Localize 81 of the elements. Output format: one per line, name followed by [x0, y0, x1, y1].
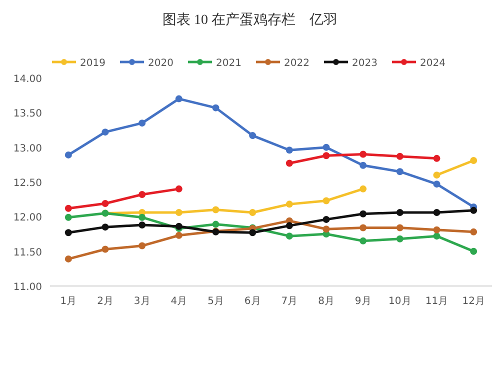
point: [102, 246, 109, 253]
x-tick-label: 5月: [208, 296, 224, 307]
point: [433, 154, 440, 162]
point: [138, 221, 146, 228]
point: [433, 172, 440, 179]
point: [286, 200, 293, 208]
point: [138, 214, 146, 221]
point: [360, 224, 367, 232]
point: [175, 232, 182, 239]
point: [396, 235, 404, 242]
y-tick-label: 12.50: [13, 178, 42, 189]
point: [286, 146, 293, 154]
point: [322, 152, 330, 160]
point: [470, 228, 478, 236]
legend-label: 2022: [284, 58, 310, 69]
point: [470, 157, 478, 164]
point: [286, 160, 293, 167]
point: [433, 180, 440, 188]
x-tick-label: 4月: [170, 296, 188, 307]
y-tick-label: 14.00: [13, 74, 42, 85]
point: [360, 150, 367, 158]
y-tick-label: 11.50: [13, 247, 42, 258]
point: [433, 226, 440, 234]
point: [360, 162, 367, 169]
y-tick-label: 11.00: [13, 282, 42, 293]
point: [212, 206, 220, 214]
x-tick-label: 9月: [354, 296, 372, 307]
point: [433, 232, 440, 240]
point: [249, 229, 256, 236]
point: [64, 214, 72, 221]
point: [64, 255, 72, 262]
point: [212, 220, 220, 228]
point: [322, 144, 330, 151]
point: [470, 206, 478, 214]
x-tick-label: 11月: [425, 296, 448, 307]
point: [433, 209, 440, 216]
point: [102, 128, 109, 136]
point: [396, 152, 404, 160]
point: [175, 209, 182, 216]
point: [138, 242, 146, 250]
legend-label: 2024: [420, 58, 446, 69]
y-tick-label: 13.50: [13, 108, 42, 120]
point: [396, 209, 404, 216]
point: [249, 209, 256, 216]
legend-label: 2019: [80, 58, 106, 69]
point: [396, 168, 404, 176]
legend-label: 2023: [352, 58, 378, 69]
x-tick-label: 1月: [60, 296, 77, 307]
point: [64, 151, 72, 158]
point: [360, 210, 367, 218]
point: [286, 232, 293, 240]
x-tick-label: 7月: [281, 296, 298, 307]
y-tick-label: 13.00: [13, 143, 42, 154]
point: [64, 229, 72, 236]
x-tick-label: 2月: [97, 296, 114, 307]
point: [102, 224, 109, 231]
point: [212, 104, 220, 112]
point: [102, 200, 109, 207]
point: [322, 226, 330, 233]
x-tick-label: 10月: [388, 296, 412, 307]
point: [360, 185, 367, 192]
point: [64, 204, 72, 212]
point: [175, 185, 182, 192]
point: [249, 132, 256, 140]
x-tick-label: 6月: [244, 296, 261, 307]
legend-label: 2020: [148, 58, 174, 69]
point: [322, 197, 330, 204]
y-tick-label: 12.00: [13, 212, 42, 224]
point: [470, 248, 478, 255]
x-tick-label: 3月: [134, 296, 150, 307]
point: [396, 224, 404, 232]
point: [322, 216, 330, 223]
point: [175, 95, 182, 102]
point: [360, 237, 367, 244]
point: [138, 190, 146, 198]
point: [138, 120, 146, 127]
point: [286, 222, 293, 230]
x-tick-label: 8月: [318, 296, 334, 307]
legend-label: 2021: [216, 58, 242, 69]
x-tick-label: 12月: [462, 296, 485, 307]
chart-title: 图表 10 在产蛋鸡存栏 亿羽: [162, 12, 338, 28]
